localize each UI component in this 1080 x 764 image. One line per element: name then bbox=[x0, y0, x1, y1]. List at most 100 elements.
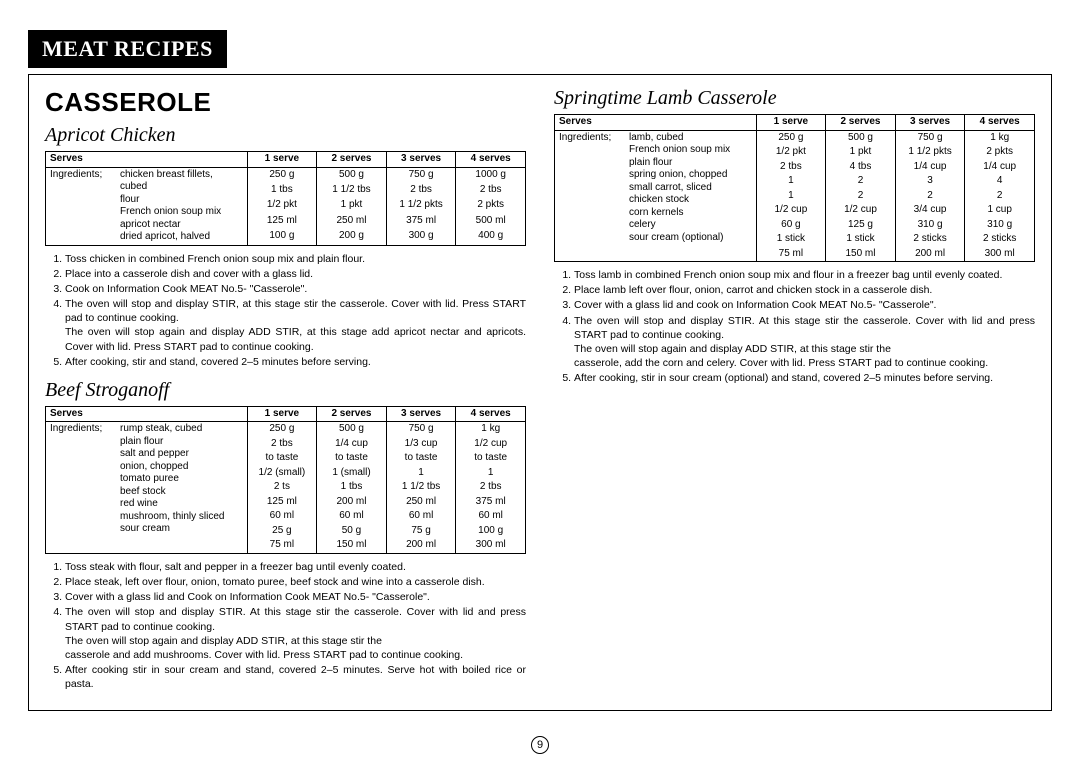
step: Toss chicken in combined French onion so… bbox=[65, 252, 526, 266]
ingredients-label bbox=[50, 206, 120, 219]
step: The oven will stop and display STIR. At … bbox=[65, 605, 526, 662]
step: Cook on Information Cook MEAT No.5- "Cas… bbox=[65, 282, 526, 296]
ingredient-value: 1 tbs bbox=[247, 183, 317, 198]
ingredient-value: 375 ml bbox=[456, 495, 526, 510]
step: Place into a casserole dish and cover wi… bbox=[65, 267, 526, 281]
ingredient-value: 1 1/2 pkts bbox=[895, 145, 965, 160]
ingredient-value: 750 g bbox=[386, 167, 456, 183]
content-frame: CASSEROLE Apricot Chicken Serves 1 serve… bbox=[28, 74, 1052, 711]
ingredient-value: 2 tbs bbox=[456, 480, 526, 495]
ingredient-value: 200 ml bbox=[317, 495, 387, 510]
ingredient-value: 2 sticks bbox=[895, 232, 965, 247]
ingredient-value: 60 ml bbox=[317, 509, 387, 524]
col-2serves: 2 serves bbox=[826, 115, 896, 131]
ingredient-name: tomato puree bbox=[120, 473, 243, 486]
ingredient-value: 250 g bbox=[247, 422, 317, 437]
ingredients-label: Ingredients; bbox=[559, 132, 629, 145]
ingredient-value: 2 pkts bbox=[456, 198, 526, 213]
ingredient-value: 1 bbox=[456, 466, 526, 481]
ingredient-value: 1 (small) bbox=[317, 466, 387, 481]
ingredients-label bbox=[559, 182, 629, 195]
ingredient-value: 1/2 pkt bbox=[756, 145, 826, 160]
ingredient-value: 75 g bbox=[386, 524, 456, 539]
ingredient-value: 1/2 pkt bbox=[247, 198, 317, 213]
ingredient-value: 75 ml bbox=[756, 247, 826, 262]
ingredient-value: 1/2 cup bbox=[456, 437, 526, 452]
ingredients-label: Ingredients; bbox=[50, 423, 120, 436]
ingredient-value: 100 g bbox=[456, 524, 526, 539]
ingredient-name: beef stock bbox=[120, 486, 243, 499]
ingredient-value: 1/4 cup bbox=[895, 160, 965, 175]
ingredient-value: 2 tbs bbox=[756, 160, 826, 175]
ingredient-value: 250 g bbox=[247, 167, 317, 183]
ingredient-value: 3 bbox=[895, 174, 965, 189]
ingredient-value: 60 ml bbox=[456, 509, 526, 524]
ingredient-value: 1/2 (small) bbox=[247, 466, 317, 481]
ingredients-cell: Ingredients;chicken breast fillets, cube… bbox=[46, 167, 248, 245]
ingredients-label bbox=[50, 231, 120, 244]
ingredients-cell: Ingredients;lamb, cubedFrench onion soup… bbox=[555, 130, 757, 262]
ingredient-value: to taste bbox=[247, 451, 317, 466]
ingredient-name: lamb, cubed bbox=[629, 132, 752, 145]
ingredient-value: 1 1/2 tbs bbox=[386, 480, 456, 495]
ingredient-value: 75 ml bbox=[247, 538, 317, 553]
step: Toss steak with flour, salt and pepper i… bbox=[65, 560, 526, 574]
col-4serves: 4 serves bbox=[456, 406, 526, 422]
ingredients-label bbox=[559, 194, 629, 207]
ingredient-value: 310 g bbox=[965, 218, 1035, 233]
ingredient-value: 250 g bbox=[756, 130, 826, 145]
step: Place steak, left over flour, onion, tom… bbox=[65, 575, 526, 589]
page-number: 9 bbox=[531, 735, 549, 754]
ingredients-body: Ingredients;chicken breast fillets, cube… bbox=[46, 167, 526, 245]
recipe-title-lamb: Springtime Lamb Casserole bbox=[554, 87, 1035, 110]
ingredient-value: 250 ml bbox=[386, 495, 456, 510]
ingredient-name: French onion soup mix bbox=[120, 206, 243, 219]
ingredient-name: chicken stock bbox=[629, 194, 752, 207]
ingredients-label bbox=[50, 219, 120, 232]
ingredients-label bbox=[559, 157, 629, 170]
col-3serves: 3 serves bbox=[895, 115, 965, 131]
ingredient-value: 1/2 cup bbox=[826, 203, 896, 218]
ingredient-name: celery bbox=[629, 219, 752, 232]
ingredient-name: dried apricot, halved bbox=[120, 231, 243, 244]
step: After cooking, stir in sour cream (optio… bbox=[574, 371, 1035, 385]
ingredient-value: 60 ml bbox=[247, 509, 317, 524]
ingredient-value: 1 bbox=[756, 189, 826, 204]
ingredient-value: 500 ml bbox=[456, 214, 526, 229]
ingredients-label bbox=[50, 194, 120, 207]
ingredient-value: 1000 g bbox=[456, 167, 526, 183]
col-2serves: 2 serves bbox=[317, 152, 387, 168]
step: Cover with a glass lid and Cook on Infor… bbox=[65, 590, 526, 604]
ingredient-value: 200 ml bbox=[386, 538, 456, 553]
step: After cooking stir in sour cream and sta… bbox=[65, 663, 526, 691]
ingredient-value: 300 ml bbox=[456, 538, 526, 553]
steps-lamb: Toss lamb in combined French onion soup … bbox=[554, 268, 1035, 385]
ingredient-value: 400 g bbox=[456, 229, 526, 245]
ingredient-value: 2 bbox=[965, 189, 1035, 204]
ingredient-name: chicken breast fillets, cubed bbox=[120, 169, 243, 194]
ingredients-label bbox=[559, 207, 629, 220]
ingredient-name: onion, chopped bbox=[120, 461, 243, 474]
ingredient-value: to taste bbox=[386, 451, 456, 466]
ingredient-value: 1 kg bbox=[965, 130, 1035, 145]
ingredients-cell: Ingredients;rump steak, cubedplain flour… bbox=[46, 422, 248, 554]
col-4serves: 4 serves bbox=[456, 152, 526, 168]
step: After cooking, stir and stand, covered 2… bbox=[65, 355, 526, 369]
right-column: Springtime Lamb Casserole Serves 1 serve… bbox=[554, 87, 1035, 692]
col-1serve: 1 serve bbox=[247, 406, 317, 422]
ingredient-value: 4 tbs bbox=[826, 160, 896, 175]
ingredients-table-apricot: Serves 1 serve 2 serves 3 serves 4 serve… bbox=[45, 151, 526, 246]
ingredient-value: 750 g bbox=[895, 130, 965, 145]
section-banner: MEAT RECIPES bbox=[28, 30, 227, 68]
ingredient-value: 1 pkt bbox=[317, 198, 387, 213]
ingredient-value: 150 ml bbox=[317, 538, 387, 553]
ingredient-value: 375 ml bbox=[386, 214, 456, 229]
ingredients-body: Ingredients;rump steak, cubedplain flour… bbox=[46, 422, 526, 554]
ingredient-value: 2 bbox=[826, 189, 896, 204]
ingredient-name: corn kernels bbox=[629, 207, 752, 220]
ingredients-label bbox=[559, 169, 629, 182]
step: Toss lamb in combined French onion soup … bbox=[574, 268, 1035, 282]
ingredient-value: 2 tbs bbox=[247, 437, 317, 452]
ingredient-name: sour cream bbox=[120, 523, 243, 536]
ingredients-label bbox=[50, 436, 120, 449]
